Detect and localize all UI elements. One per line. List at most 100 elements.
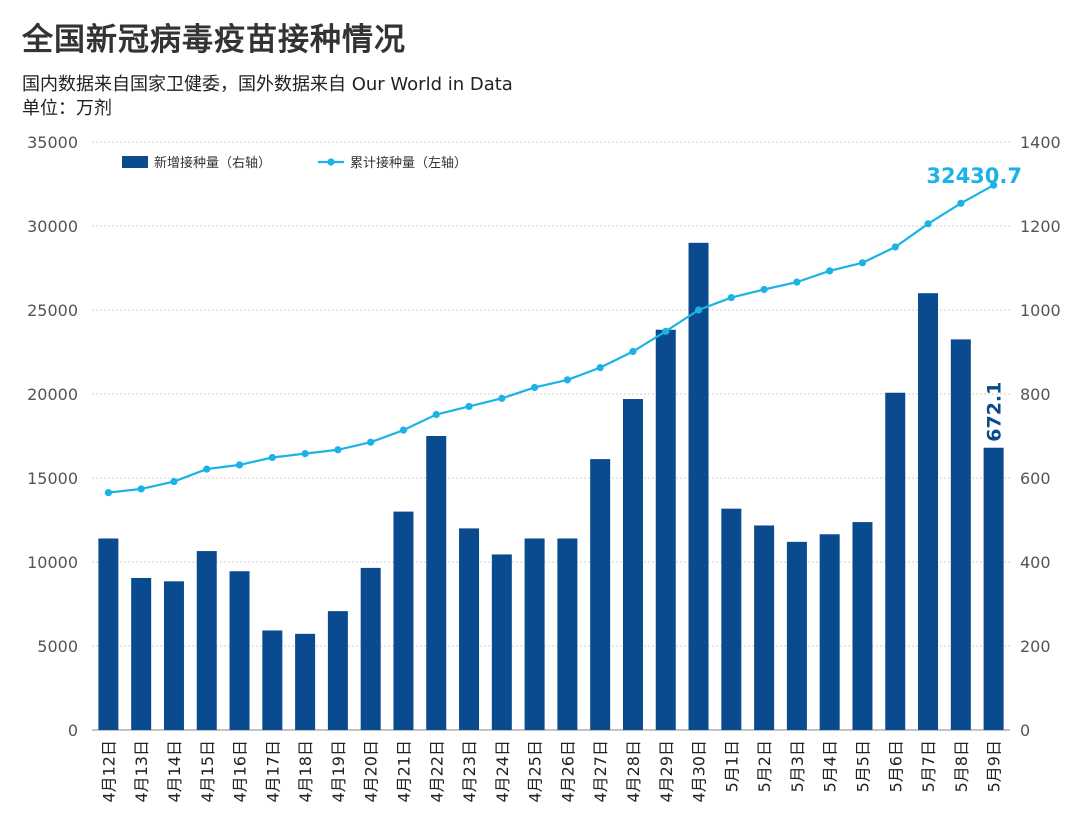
line-point: [596, 364, 604, 372]
cumulative-line: [108, 184, 995, 494]
right-tick-label: 600: [1020, 469, 1051, 488]
left-tick-label: 25000: [27, 301, 78, 320]
left-tick-label: 10000: [27, 553, 78, 572]
bar: [852, 522, 873, 730]
legend-line-marker: [327, 158, 335, 166]
bar: [262, 630, 283, 730]
line-point: [891, 243, 899, 251]
line-point: [990, 181, 998, 189]
bar: [426, 436, 447, 730]
x-tick-label: 4月21日: [394, 740, 413, 803]
x-tick-label: 4月15日: [198, 740, 217, 803]
bar: [229, 571, 250, 730]
bar: [98, 538, 119, 730]
line-point: [662, 327, 670, 335]
x-tick-label: 4月22日: [427, 740, 446, 803]
chart-title: 全国新冠病毒疫苗接种情况: [22, 22, 406, 58]
line-point: [235, 461, 244, 469]
x-tick-label: 5月8日: [952, 740, 971, 792]
tick-labels: 0 5000 10000 15000 20000 25000 30000 35000 0 200 4…: [27, 133, 1061, 803]
x-tick-label: 5月3日: [788, 740, 807, 792]
x-tick-label: 5月4日: [821, 740, 840, 792]
x-tick-label: 4月13日: [132, 740, 151, 803]
x-tick-label: 4月12日: [99, 740, 118, 803]
legend-bar-swatch: [122, 156, 148, 168]
x-tick-label: 4月29日: [657, 740, 676, 803]
right-tick-label: 800: [1020, 385, 1051, 404]
x-tick-label: 4月24日: [493, 740, 512, 803]
right-tick-label: 400: [1020, 553, 1051, 572]
bar: [622, 399, 643, 730]
line-point: [465, 402, 473, 411]
x-tick-label: 4月26日: [558, 740, 577, 803]
line-point: [104, 489, 112, 497]
bar: [491, 554, 512, 730]
x-tick-label: 4月14日: [165, 740, 184, 803]
line-point: [760, 285, 768, 294]
x-tick-label: 5月7日: [919, 740, 938, 792]
line-point: [826, 267, 834, 275]
line-series: [104, 181, 998, 497]
line-point: [399, 426, 408, 434]
right-tick-label: 1200: [1020, 217, 1061, 236]
bar: [295, 633, 316, 730]
line-point: [137, 485, 145, 493]
line-point: [334, 446, 342, 454]
line-point: [793, 278, 801, 286]
bar: [721, 508, 742, 730]
line-point: [531, 383, 539, 392]
last-line-value-label: 32430.7: [926, 164, 1022, 188]
right-tick-label: 200: [1020, 637, 1051, 656]
x-tick-label: 4月23日: [460, 740, 479, 803]
chart-subtitle: 国内数据来自国家卫健委，国外数据来自 Our World in Data: [22, 74, 513, 95]
line-point: [498, 394, 506, 402]
bar: [360, 567, 381, 730]
bar: [557, 538, 578, 730]
bar: [786, 541, 807, 730]
line-point: [957, 199, 965, 207]
last-bar-value-label: 672.1: [984, 382, 1006, 442]
bar: [131, 577, 152, 730]
x-tick-label: 5月6日: [886, 740, 905, 792]
x-tick-label: 5月1日: [722, 740, 741, 792]
line-point: [694, 306, 703, 314]
left-tick-label: 35000: [27, 133, 78, 152]
right-tick-label: 1400: [1020, 133, 1061, 152]
bar: [688, 242, 709, 731]
bar: [459, 528, 480, 730]
x-tick-label: 4月25日: [526, 740, 545, 803]
bar: [524, 538, 545, 730]
bar: [819, 534, 840, 730]
right-tick-label: 0: [1020, 721, 1030, 740]
left-tick-label: 0: [68, 721, 78, 740]
x-tick-label: 4月27日: [591, 740, 610, 803]
x-tick-label: 4月16日: [231, 740, 250, 803]
bar: [393, 511, 414, 730]
x-tick-label: 5月9日: [985, 740, 1004, 792]
line-point: [170, 477, 178, 486]
line-point: [727, 293, 735, 302]
line-point: [563, 376, 571, 384]
bar: [163, 581, 184, 730]
line-point: [268, 453, 276, 462]
bar-series: [98, 242, 1004, 731]
bar: [950, 339, 971, 730]
bar: [327, 611, 348, 730]
x-tick-label: 4月30日: [690, 740, 709, 803]
x-tick-label: 4月18日: [296, 740, 315, 803]
legend-bar-label: 新增接种量（右轴）: [154, 155, 271, 171]
line-point: [301, 450, 309, 458]
line-point: [203, 465, 211, 473]
bar: [918, 293, 939, 730]
right-tick-label: 1000: [1020, 301, 1061, 320]
line-point: [924, 220, 932, 228]
unit-label: 单位：万剂: [22, 98, 112, 119]
left-tick-label: 30000: [27, 217, 78, 236]
bar: [590, 459, 611, 730]
bar: [196, 551, 217, 730]
left-tick-label: 5000: [37, 637, 78, 656]
x-tick-label: 4月28日: [624, 740, 643, 803]
bar: [655, 329, 676, 730]
x-tick-label: 5月2日: [755, 740, 774, 792]
